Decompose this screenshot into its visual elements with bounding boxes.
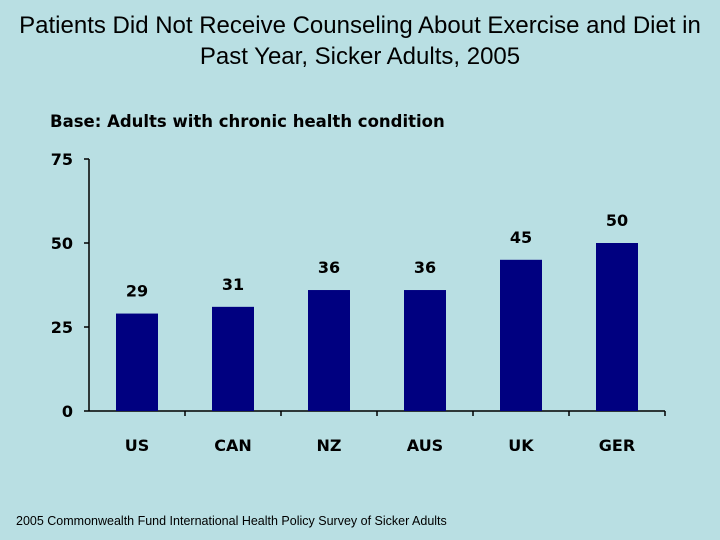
bar-nz (308, 290, 350, 411)
data-label-nz: 36 (318, 258, 340, 277)
x-tick-label-can: CAN (214, 436, 252, 455)
data-label-ger: 50 (606, 211, 628, 230)
chart-subtitle: Base: Adults with chronic health conditi… (50, 112, 445, 131)
bar-us (116, 313, 158, 411)
y-tick-label: 25 (51, 318, 73, 337)
x-tick-label-ger: GER (599, 436, 635, 455)
x-tick-label-uk: UK (508, 436, 534, 455)
bar-uk (500, 259, 542, 411)
chart-title: Patients Did Not Receive Counseling Abou… (19, 12, 701, 70)
data-label-us: 29 (126, 282, 148, 301)
x-tick-label-nz: NZ (317, 436, 342, 455)
y-tick-label: 75 (51, 150, 73, 169)
x-tick-label-aus: AUS (407, 436, 443, 455)
bar-ger (596, 243, 638, 411)
bar-can (212, 306, 254, 411)
data-label-can: 31 (222, 275, 244, 294)
y-tick-label: 0 (62, 402, 73, 421)
y-tick-label: 50 (51, 234, 73, 253)
bar-aus (404, 290, 446, 411)
x-tick-label-us: US (125, 436, 150, 455)
data-label-aus: 36 (414, 258, 436, 277)
source-footnote: 2005 Commonwealth Fund International Hea… (16, 514, 447, 528)
data-label-uk: 45 (510, 228, 532, 247)
